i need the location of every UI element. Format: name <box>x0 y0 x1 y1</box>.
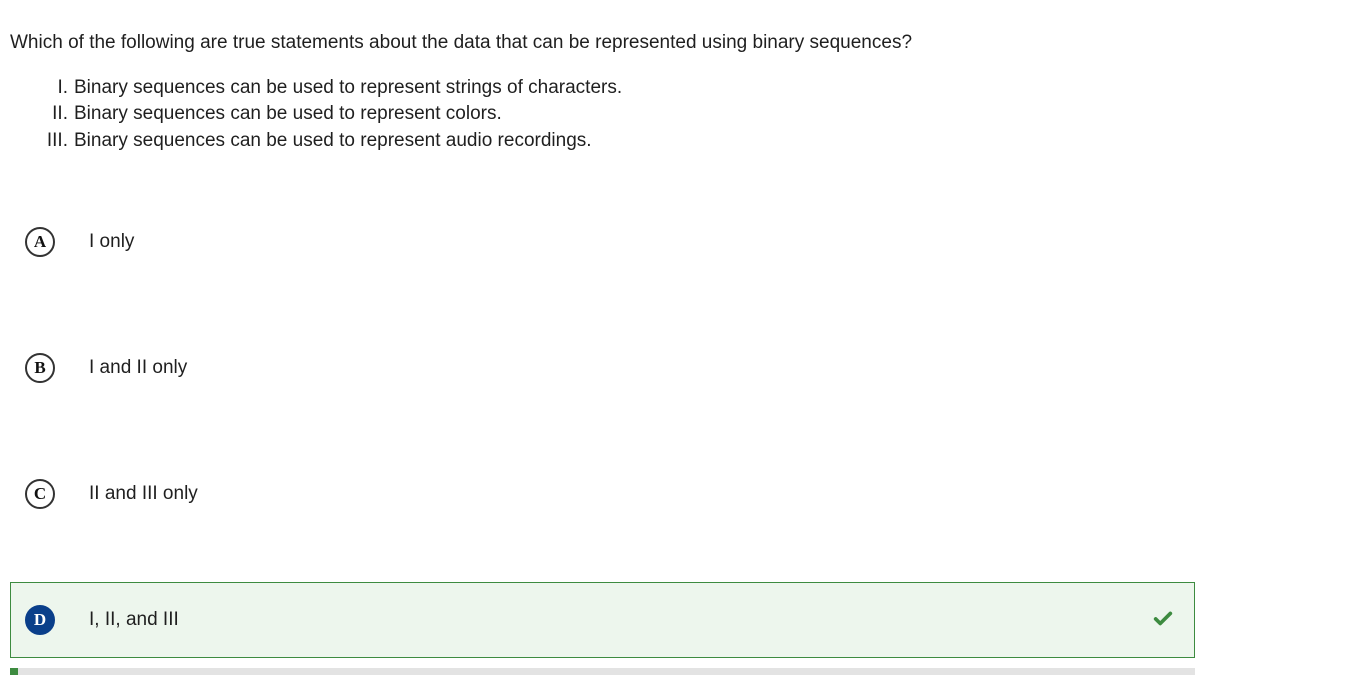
check-icon <box>1152 607 1174 634</box>
statement-item: II. Binary sequences can be used to repr… <box>40 101 1335 128</box>
statement-text: Binary sequences can be used to represen… <box>74 75 622 102</box>
option-letter-badge: A <box>25 227 55 257</box>
progress-fill <box>10 668 18 675</box>
statement-numeral: III. <box>40 128 68 155</box>
question-page: Which of the following are true statemen… <box>0 0 1345 658</box>
statement-list: I. Binary sequences can be used to repre… <box>40 75 1335 155</box>
option-text: I only <box>89 231 1180 253</box>
option-letter-badge: B <box>25 353 55 383</box>
statement-numeral: I. <box>40 75 68 102</box>
statement-item: I. Binary sequences can be used to repre… <box>40 75 1335 102</box>
statement-text: Binary sequences can be used to represen… <box>74 128 592 155</box>
statement-text: Binary sequences can be used to represen… <box>74 101 502 128</box>
answer-option-d[interactable]: D I, II, and III <box>10 582 1195 658</box>
answer-options: A I only B I and II only C II and III on… <box>10 204 1195 658</box>
statement-item: III. Binary sequences can be used to rep… <box>40 128 1335 155</box>
option-letter-badge: D <box>25 605 55 635</box>
statement-numeral: II. <box>40 101 68 128</box>
option-text: I, II, and III <box>89 609 1152 631</box>
option-letter-badge: C <box>25 479 55 509</box>
option-text: I and II only <box>89 357 1180 379</box>
question-prompt: Which of the following are true statemen… <box>10 30 1335 57</box>
answer-option-b[interactable]: B I and II only <box>10 330 1195 406</box>
option-text: II and III only <box>89 483 1180 505</box>
answer-option-a[interactable]: A I only <box>10 204 1195 280</box>
progress-bar <box>10 668 1195 675</box>
answer-option-c[interactable]: C II and III only <box>10 456 1195 532</box>
